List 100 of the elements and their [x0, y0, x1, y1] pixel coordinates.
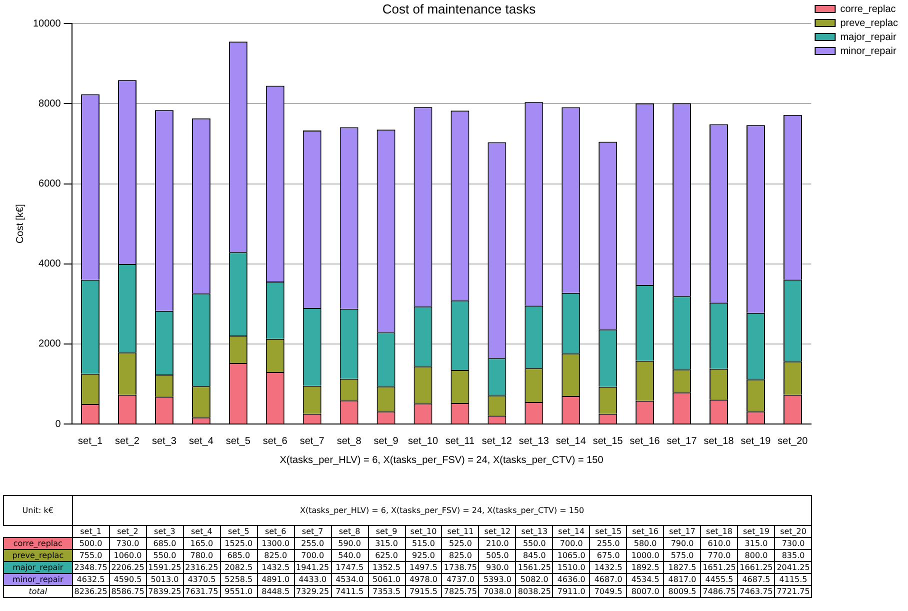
- category-label: set_5: [228, 527, 250, 536]
- text: 7411.5: [331, 586, 368, 598]
- x-tick-label: set_18: [704, 436, 734, 447]
- text: 8586.75: [109, 586, 146, 598]
- category-label: set_11: [447, 527, 474, 536]
- data-label: 2041.25: [774, 562, 812, 574]
- data-label: 4534.5: [626, 574, 664, 586]
- data-label: 4687.5: [738, 574, 775, 586]
- text: major_repair: [12, 563, 64, 572]
- data-label: 4433.0: [294, 574, 332, 586]
- data-label: 4636.0: [552, 574, 590, 586]
- data-label: 835.0: [774, 550, 812, 562]
- data-label: 550.0: [516, 538, 553, 550]
- data-label: 4115.5: [774, 574, 812, 586]
- data-label: 2082.5: [220, 562, 258, 574]
- text: X(tasks_per_HLV) = 6, X(tasks_per_FSV) = 24, X(tasks_per_CTV) = 150: [72, 496, 812, 526]
- y-tick-label: 2000: [38, 338, 62, 350]
- data-label: 1661.25: [738, 562, 775, 574]
- data-label: 4978.0: [405, 574, 442, 586]
- data-label: 930.0: [478, 562, 516, 574]
- x-tick-label: set_12: [482, 436, 512, 447]
- data-label: 845.0: [516, 550, 553, 562]
- data-label: 5258.5: [220, 574, 258, 586]
- data-label: 730.0: [774, 538, 812, 550]
- data-label: 925.0: [405, 550, 442, 562]
- x-axis-title: X(tasks_per_HLV) = 6, X(tasks_per_FSV) = 24, X(tasks_per_CTV) = 150: [280, 454, 604, 466]
- legend-label: minor_repair: [840, 46, 897, 57]
- data-label: 2206.25: [109, 562, 146, 574]
- category-label: set_4: [191, 527, 212, 536]
- legend-label: preve_replac: [840, 18, 898, 29]
- y-axis-title: Cost [k€]: [14, 204, 26, 244]
- data-label: 685.0: [146, 538, 184, 550]
- data-label: 5013.0: [146, 574, 184, 586]
- category-label: set_9: [376, 527, 398, 536]
- data-label: 1892.5: [626, 562, 664, 574]
- chart-title: Cost of maintenance tasks: [382, 1, 536, 16]
- text: 7353.5: [368, 586, 406, 598]
- data-label: 315.0: [738, 538, 775, 550]
- data-label: 825.0: [257, 550, 294, 562]
- data-label: 575.0: [664, 550, 701, 562]
- data-label: 1432.5: [590, 562, 627, 574]
- x-tick-label: set_5: [226, 436, 251, 447]
- data-label: 625.0: [368, 550, 406, 562]
- text: Unit: k€: [4, 496, 72, 526]
- data-label: 1525.0: [220, 538, 258, 550]
- data-label: 4455.5: [700, 574, 738, 586]
- data-label: 755.0: [72, 550, 110, 562]
- text: 7911.0: [552, 586, 590, 598]
- data-label: 165.0: [183, 538, 220, 550]
- data-label: 4737.0: [442, 574, 479, 586]
- x-tick-label: set_11: [445, 436, 476, 447]
- data-label: 1941.25: [294, 562, 332, 574]
- data-label: 5082.0: [516, 574, 553, 586]
- text: 7486.75: [700, 586, 738, 598]
- data-label: 790.0: [664, 538, 701, 550]
- data-label: 525.0: [442, 538, 479, 550]
- data-label: 4817.0: [664, 574, 701, 586]
- data-label: 1060.0: [109, 550, 146, 562]
- category-label: set_8: [338, 527, 360, 536]
- x-tick-label: set_3: [152, 436, 177, 447]
- data-label: 4687.0: [590, 574, 627, 586]
- text: 7915.5: [405, 586, 442, 598]
- text: 9551.0: [220, 586, 258, 598]
- x-tick-label: set_14: [556, 436, 586, 447]
- data-label: 255.0: [590, 538, 627, 550]
- category-label: set_12: [484, 527, 511, 536]
- data-label: 780.0: [183, 550, 220, 562]
- legend-label: major_repair: [840, 32, 897, 43]
- category-label: set_7: [302, 527, 324, 536]
- data-label: 1432.5: [257, 562, 294, 574]
- x-tick-label: set_19: [740, 436, 772, 447]
- data-label: 685.0: [220, 550, 258, 562]
- text: 7463.75: [738, 586, 775, 598]
- data-label: 700.0: [294, 550, 332, 562]
- data-label: 315.0: [368, 538, 406, 550]
- text: preve_replac: [12, 551, 64, 560]
- category-label: set_1: [80, 527, 102, 536]
- category-label: set_2: [117, 527, 138, 536]
- text: 8007.0: [626, 586, 664, 598]
- x-tick-label: set_8: [336, 436, 362, 447]
- category-label: set_19: [743, 527, 770, 536]
- data-label: 1561.25: [516, 562, 553, 574]
- data-label: 1738.75: [442, 562, 479, 574]
- category-label: set_6: [264, 527, 286, 536]
- data-label: 610.0: [700, 538, 738, 550]
- data-label: 4632.5: [72, 574, 110, 586]
- data-label: 590.0: [331, 538, 368, 550]
- data-label: 550.0: [146, 550, 184, 562]
- data-label: 1510.0: [552, 562, 590, 574]
- data-label: 540.0: [331, 550, 368, 562]
- x-tick-label: set_13: [518, 436, 550, 447]
- data-label: 4370.5: [183, 574, 220, 586]
- y-tick-label: 10000: [32, 18, 62, 30]
- text: 7825.75: [442, 586, 479, 598]
- text: 7839.25: [146, 586, 184, 598]
- data-label: 2348.75: [72, 562, 110, 574]
- category-label: set_13: [521, 527, 548, 536]
- category-label: set_16: [632, 527, 659, 536]
- data-label: 700.0: [552, 538, 590, 550]
- y-tick-label: 4000: [38, 258, 62, 270]
